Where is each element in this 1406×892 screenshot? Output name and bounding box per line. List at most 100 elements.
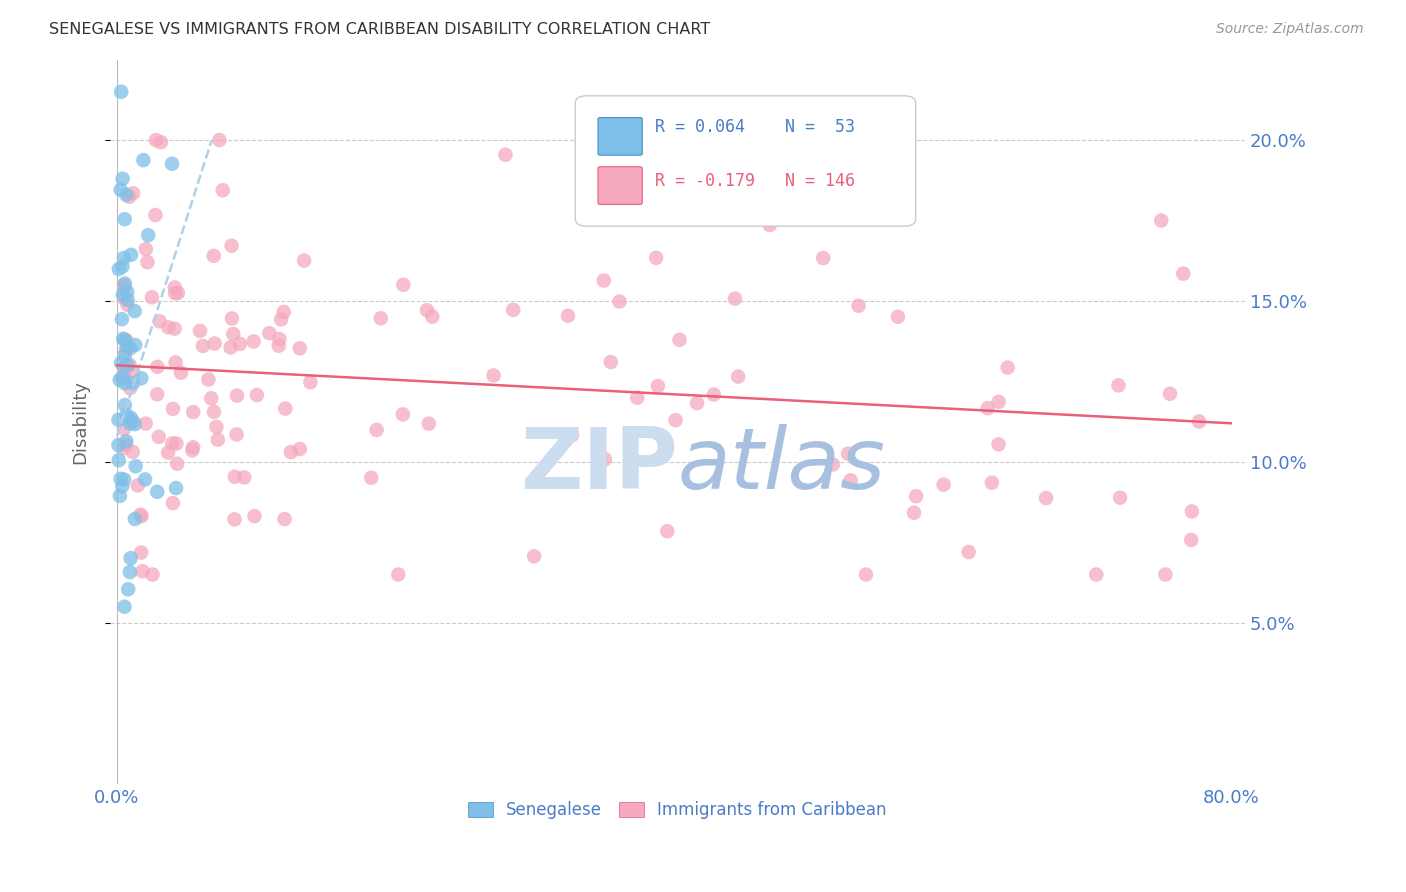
Point: [114, 599, 136, 614]
FancyBboxPatch shape: [598, 118, 643, 155]
Point: [121, 445, 143, 459]
Point: [288, 341, 311, 355]
Text: R = -0.179   N = 146: R = -0.179 N = 146: [655, 172, 855, 190]
Point: [626, 391, 648, 405]
Point: [112, 473, 135, 487]
Point: [207, 433, 229, 447]
Point: [416, 303, 439, 318]
Point: [523, 549, 546, 564]
Point: [1108, 378, 1130, 392]
Y-axis label: Disability: Disability: [72, 380, 89, 464]
Point: [759, 218, 782, 232]
Point: [997, 360, 1019, 375]
Point: [274, 401, 297, 416]
Point: [136, 255, 159, 269]
Point: [202, 405, 225, 419]
Point: [903, 506, 925, 520]
Point: [202, 249, 225, 263]
Point: [115, 408, 138, 422]
Point: [125, 459, 148, 474]
FancyBboxPatch shape: [575, 95, 915, 227]
Point: [987, 394, 1010, 409]
Point: [114, 349, 136, 363]
Point: [420, 310, 443, 324]
Point: [221, 238, 243, 252]
Point: [165, 436, 187, 450]
Point: [111, 479, 134, 493]
Point: [668, 333, 690, 347]
Point: [141, 567, 163, 582]
Point: [115, 285, 138, 299]
Point: [124, 304, 146, 318]
Point: [129, 508, 152, 522]
Point: [1154, 567, 1177, 582]
Point: [108, 489, 131, 503]
Point: [593, 452, 616, 467]
Point: [146, 359, 169, 374]
Point: [837, 447, 859, 461]
Point: [117, 293, 139, 307]
Point: [1159, 386, 1181, 401]
Point: [205, 420, 228, 434]
Point: [108, 262, 131, 277]
Point: [148, 430, 170, 444]
Point: [145, 208, 167, 222]
Point: [273, 512, 295, 526]
Point: [117, 358, 139, 372]
Point: [599, 355, 621, 369]
Point: [136, 228, 159, 243]
Point: [122, 376, 145, 391]
Point: [191, 339, 214, 353]
Point: [110, 183, 132, 197]
Point: [224, 470, 246, 484]
Point: [905, 489, 928, 503]
Point: [1085, 567, 1108, 582]
Legend: Senegalese, Immigrants from Caribbean: Senegalese, Immigrants from Caribbean: [461, 795, 893, 826]
Point: [112, 281, 135, 295]
Point: [387, 567, 409, 582]
Point: [114, 277, 136, 291]
Point: [122, 186, 145, 201]
Point: [160, 157, 183, 171]
Point: [114, 376, 136, 391]
Point: [647, 379, 669, 393]
Point: [932, 477, 955, 491]
Point: [494, 147, 516, 161]
Point: [115, 187, 138, 202]
Point: [112, 422, 135, 436]
Point: [392, 408, 415, 422]
Point: [112, 291, 135, 305]
Point: [108, 373, 131, 387]
Point: [1109, 491, 1132, 505]
Point: [131, 509, 153, 524]
Point: [392, 277, 415, 292]
Point: [167, 285, 190, 300]
Point: [120, 341, 142, 355]
Point: [724, 292, 747, 306]
Point: [120, 551, 142, 566]
Point: [112, 251, 135, 265]
Point: [112, 332, 135, 346]
Point: [242, 334, 264, 349]
Point: [120, 411, 142, 425]
Point: [1247, 293, 1270, 308]
Point: [122, 365, 145, 379]
Point: [132, 153, 155, 167]
Point: [134, 472, 156, 486]
Point: [146, 387, 169, 401]
Point: [855, 567, 877, 582]
Point: [149, 314, 172, 328]
Point: [703, 387, 725, 401]
Point: [145, 133, 167, 147]
Point: [112, 278, 135, 293]
Point: [120, 417, 142, 431]
Point: [114, 212, 136, 227]
Point: [200, 392, 222, 406]
Point: [360, 471, 382, 485]
Point: [129, 545, 152, 559]
Point: [118, 565, 141, 579]
Point: [166, 457, 188, 471]
Point: [157, 320, 180, 334]
Point: [211, 183, 233, 197]
Point: [107, 453, 129, 467]
